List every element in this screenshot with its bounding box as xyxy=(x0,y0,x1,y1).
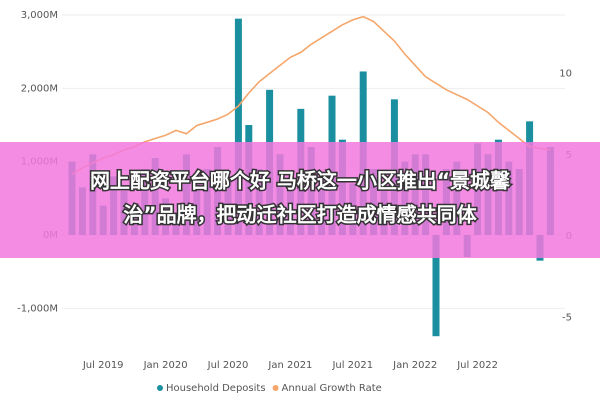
overlay-banner xyxy=(0,142,600,258)
bar xyxy=(234,18,242,235)
line xyxy=(71,15,551,175)
y2-tick-label: 10 xyxy=(559,69,572,80)
x-tick-label: Jan 2021 xyxy=(267,360,312,371)
y2-tick-label: -5 xyxy=(562,312,572,323)
legend-marker xyxy=(157,385,163,391)
y-tick-label: -1,000M xyxy=(17,303,58,314)
x-tick-label: Jul 2021 xyxy=(331,360,373,371)
y-tick-label: 2,000M xyxy=(21,83,58,94)
x-tick-label: Jul 2022 xyxy=(456,360,498,371)
x-tick-label: Jul 2019 xyxy=(82,360,124,371)
legend-label: Household Deposits xyxy=(166,383,266,394)
y-tick-label: 3,000M xyxy=(21,10,58,21)
overlay-text: 治”品牌，把动迁社区打造成情感共同体 xyxy=(123,203,477,227)
overlay-text: 网上配资平台哪个好 马桥这一小区推出“景城馨 xyxy=(90,169,511,193)
bar xyxy=(432,235,440,337)
x-tick-label: Jan 2020 xyxy=(143,360,188,371)
x-tick-label: Jul 2020 xyxy=(207,360,249,371)
legend-label: Annual Growth Rate xyxy=(282,383,382,394)
legend-marker xyxy=(272,385,279,391)
x-tick-label: Jan 2022 xyxy=(392,360,437,371)
